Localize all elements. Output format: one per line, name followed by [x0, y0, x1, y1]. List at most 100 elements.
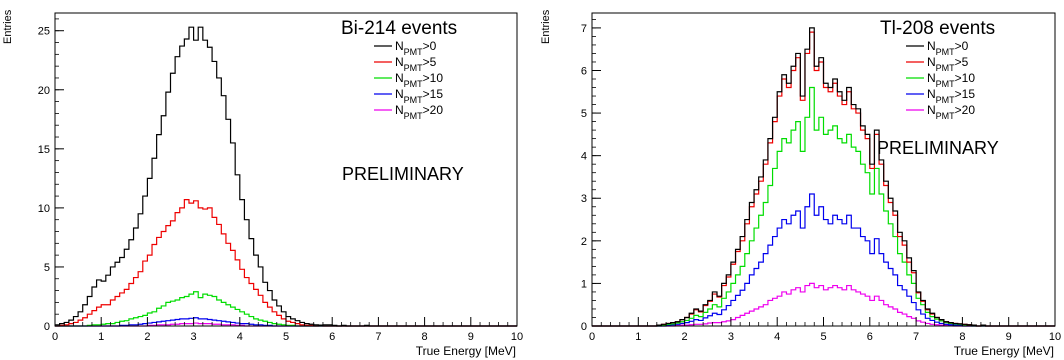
x-tick-label: 8 — [422, 331, 428, 343]
histogram-series-4 — [592, 282, 1055, 327]
axis-tick-marks — [54, 18, 518, 327]
y-axis-label: Entries — [2, 9, 14, 44]
x-tick-label: 7 — [913, 331, 919, 343]
legend-label-cut: >15 — [955, 87, 976, 101]
x-tick-label: 3 — [191, 331, 197, 343]
x-tick-label: 9 — [1006, 331, 1012, 343]
y-tick-label: 10 — [38, 203, 50, 215]
axis-tick-marks — [591, 18, 1056, 327]
legend-label-subscript: PMT — [404, 63, 424, 73]
x-axis-label: True Energy [MeV] — [954, 344, 1054, 358]
x-tick-label: 1 — [635, 331, 641, 343]
legend-label-symbol: N — [927, 103, 936, 117]
legend-label-subscript: PMT — [404, 111, 424, 121]
chart-title: Bi-214 events — [341, 18, 457, 39]
histogram-series-0 — [592, 27, 1055, 327]
y-tick-label: 5 — [44, 262, 50, 274]
legend-label: NPMT>15 — [927, 87, 975, 105]
y-tick-labels: 0 1 2 3 4 5 6 7 — [581, 23, 587, 333]
y-tick-labels: 0 5 10 15 20 25 — [38, 26, 50, 333]
y-tick-label: 6 — [581, 65, 587, 77]
x-tick-label: 1 — [98, 331, 104, 343]
y-tick-label: 20 — [38, 85, 50, 97]
chart-panel-bi214: Entries 0 5 10 15 20 25 0 1 2 3 4 5 6 7 8 9 10 Bi-214 e… — [2, 9, 523, 358]
legend-label-subscript: PMT — [936, 47, 956, 57]
x-tick-label: 10 — [511, 331, 523, 343]
legend-label-subscript: PMT — [404, 47, 424, 57]
y-tick-label: 0 — [44, 321, 50, 333]
y-tick-label: 4 — [581, 151, 587, 163]
y-axis-label: Entries — [540, 9, 552, 44]
histogram-series-3 — [592, 193, 1055, 327]
x-axis-label: True Energy [MeV] — [416, 344, 516, 358]
legend-label-subscript: PMT — [404, 79, 424, 89]
legend-label: NPMT>5 — [395, 55, 437, 73]
legend-label-symbol: N — [927, 71, 936, 85]
legend-label: NPMT>10 — [395, 71, 443, 89]
legend-label: NPMT>0 — [395, 39, 437, 57]
x-tick-label: 9 — [468, 331, 474, 343]
x-tick-label: 4 — [237, 331, 243, 343]
y-tick-label: 15 — [38, 144, 50, 156]
chart-panel-tl208: Entries 0 1 2 3 4 5 6 7 0 1 2 3 4 5 6 7 8 9 10 Tl-208 eve… — [540, 9, 1061, 358]
legend-label-symbol: N — [395, 71, 404, 85]
legend-label: NPMT>0 — [927, 39, 969, 57]
legend-label-cut: >10 — [423, 71, 444, 85]
y-tick-label: 2 — [581, 236, 587, 248]
legend-label-symbol: N — [927, 39, 936, 53]
legend-label-subscript: PMT — [936, 111, 956, 121]
x-tick-label: 8 — [959, 331, 965, 343]
x-tick-labels: 0 1 2 3 4 5 6 7 8 9 10 — [52, 331, 523, 343]
x-tick-labels: 0 1 2 3 4 5 6 7 8 9 10 — [589, 331, 1061, 343]
legend-label-symbol: N — [395, 39, 404, 53]
y-tick-label: 0 — [581, 321, 587, 333]
x-tick-label: 2 — [144, 331, 150, 343]
legend-label: NPMT>15 — [395, 87, 443, 105]
x-tick-label: 0 — [52, 331, 58, 343]
legend-label-subscript: PMT — [936, 79, 956, 89]
x-tick-label: 5 — [820, 331, 826, 343]
legend-label-subscript: PMT — [404, 95, 424, 105]
legend-label: NPMT>20 — [395, 103, 443, 121]
y-tick-label: 25 — [38, 26, 50, 38]
histogram-series-2 — [592, 86, 1055, 327]
y-tick-label: 1 — [581, 278, 587, 290]
x-tick-label: 0 — [589, 331, 595, 343]
x-tick-label: 7 — [375, 331, 381, 343]
legend-label-symbol: N — [395, 103, 404, 117]
legend-label-symbol: N — [395, 87, 404, 101]
x-tick-label: 3 — [728, 331, 734, 343]
x-tick-label: 10 — [1049, 331, 1061, 343]
legend-label-cut: >5 — [423, 55, 437, 69]
legend-label-cut: >10 — [955, 71, 976, 85]
legend-label-cut: >0 — [955, 39, 969, 53]
x-tick-label: 6 — [867, 331, 873, 343]
legend-label-symbol: N — [395, 55, 404, 69]
x-tick-label: 5 — [283, 331, 289, 343]
legend-label-cut: >5 — [955, 55, 969, 69]
y-tick-label: 7 — [581, 23, 587, 35]
legend-label: NPMT>5 — [927, 55, 969, 73]
x-tick-label: 2 — [682, 331, 688, 343]
chart-title: Tl-208 events — [880, 18, 995, 39]
legend-label-subscript: PMT — [936, 95, 956, 105]
y-tick-label: 3 — [581, 193, 587, 205]
legend-label-cut: >20 — [423, 103, 444, 117]
legend-label-cut: >0 — [423, 39, 437, 53]
histogram-series-group — [592, 27, 1055, 327]
x-tick-label: 4 — [774, 331, 780, 343]
legend-label-symbol: N — [927, 55, 936, 69]
preliminary-annotation: PRELIMINARY — [877, 138, 999, 158]
legend-label: NPMT>20 — [927, 103, 975, 121]
x-tick-label: 6 — [329, 331, 335, 343]
preliminary-annotation: PRELIMINARY — [342, 164, 464, 184]
legend-label: NPMT>10 — [927, 71, 975, 89]
legend-label-cut: >20 — [955, 103, 976, 117]
y-tick-label: 5 — [581, 108, 587, 120]
legend-label-cut: >15 — [423, 87, 444, 101]
histogram-series-1 — [55, 199, 517, 327]
legend-label-subscript: PMT — [936, 63, 956, 73]
